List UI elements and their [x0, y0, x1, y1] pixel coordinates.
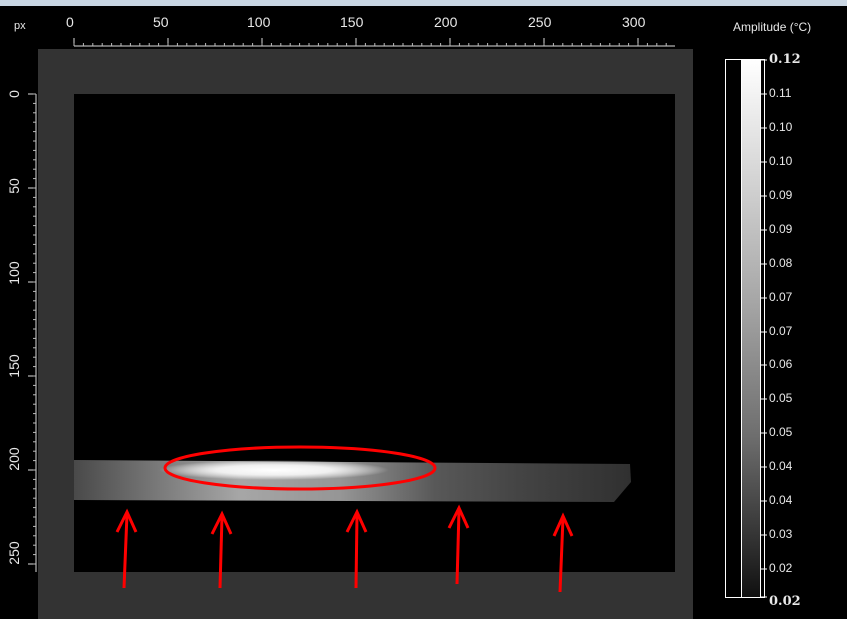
colorbar-title: Amplitude (°C) — [733, 20, 812, 34]
x-tick-label: 300 — [622, 14, 646, 30]
window-top-border — [0, 0, 847, 6]
colorbar-label: 0.10 — [769, 120, 793, 134]
colorbar-label: 0.04 — [769, 493, 793, 507]
x-tick-label: 200 — [434, 14, 458, 30]
colorbar-min-label: 0.02 — [769, 594, 801, 609]
thermal-image-content — [74, 460, 631, 502]
colorbar-label: 0.05 — [769, 391, 793, 405]
colorbar-label: 0.02 — [769, 561, 793, 575]
annotation-layer — [115, 445, 574, 593]
colorbar-gradient[interactable] — [741, 59, 761, 598]
annotation-arrow — [354, 513, 359, 589]
colorbar-label: 0.07 — [769, 290, 793, 304]
colorbar-label: 0.06 — [769, 357, 793, 371]
annotation-ellipse — [163, 445, 437, 491]
annotation-arrow — [558, 517, 565, 593]
colorbar-label: 0.05 — [769, 425, 793, 439]
x-tick-label: 100 — [247, 14, 271, 30]
x-axis-minor-ticks — [33, 43, 667, 565]
colorbar-label: 0.03 — [769, 527, 793, 541]
colorbar-max-label: 0.12 — [769, 52, 801, 67]
annotation-arrow — [122, 513, 129, 589]
colorbar-label: 0.07 — [769, 324, 793, 338]
thermal-image[interactable] — [74, 94, 675, 572]
x-tick-label: 50 — [153, 14, 169, 30]
colorbar-label: 0.09 — [769, 188, 793, 202]
x-tick-label: 150 — [340, 14, 364, 30]
hot-spot — [159, 460, 389, 480]
colorbar-label: 0.09 — [769, 222, 793, 236]
colorbar-label: 0.10 — [769, 154, 793, 168]
x-tick-label: 250 — [528, 14, 552, 30]
x-tick-label: 0 — [66, 14, 74, 30]
annotation-arrow — [455, 509, 461, 585]
colorbar-label: 0.11 — [769, 86, 792, 100]
colorbar-label: 0.08 — [769, 256, 793, 270]
axis-unit-label: px — [14, 20, 26, 32]
annotation-arrow — [218, 515, 224, 589]
colorbar-label: 0.04 — [769, 459, 793, 473]
